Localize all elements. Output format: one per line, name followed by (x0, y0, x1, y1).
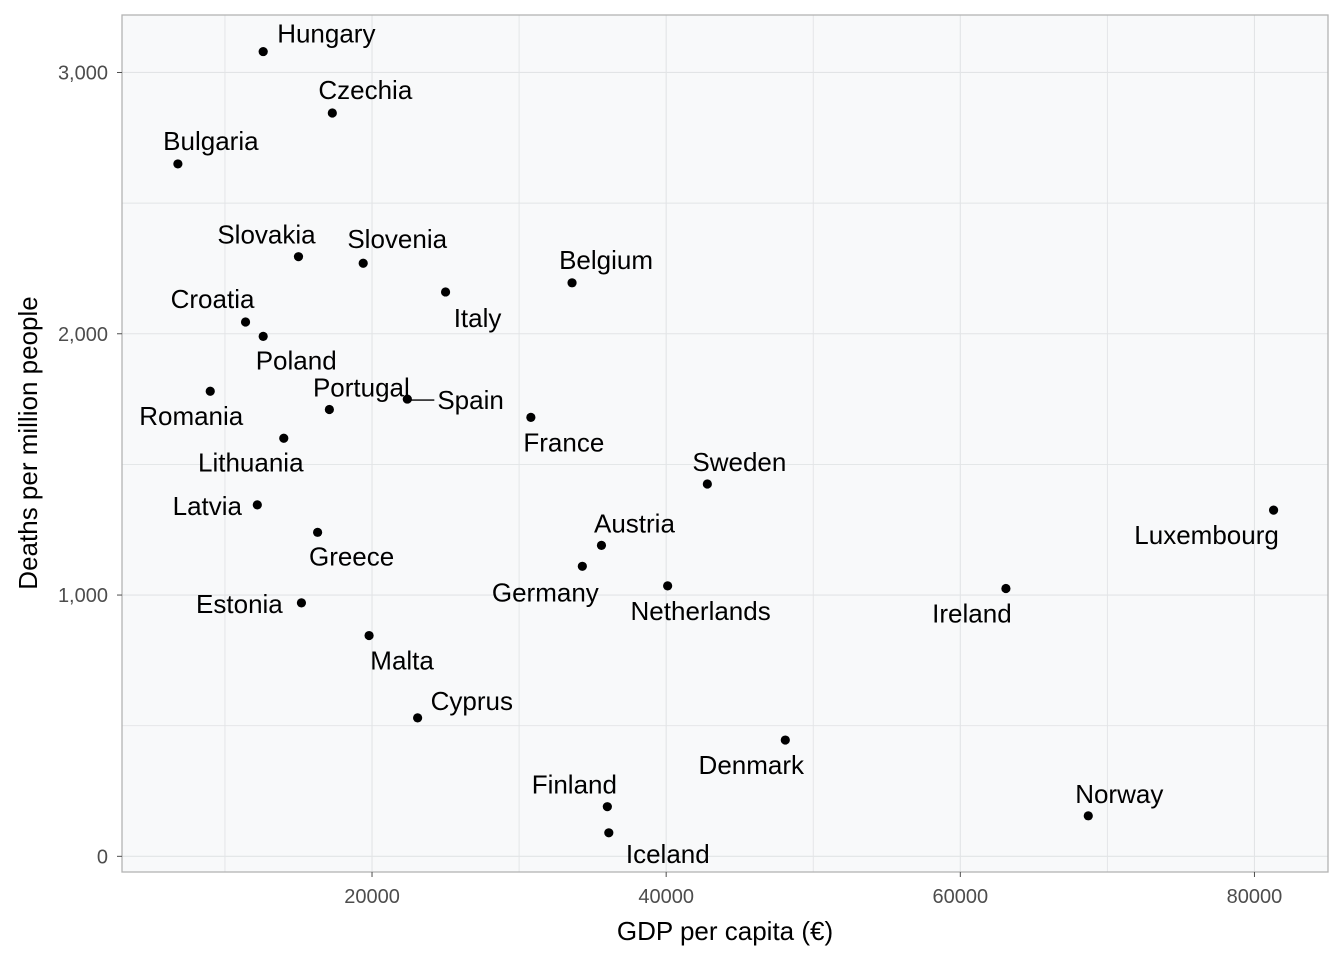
x-tick-label: 20000 (344, 886, 400, 908)
label-slovenia: Slovenia (347, 224, 447, 254)
point-germany (577, 561, 587, 571)
label-finland: Finland (532, 770, 617, 800)
point-sweden (702, 479, 712, 489)
point-austria (596, 540, 607, 550)
label-lithuania: Lithuania (198, 447, 304, 477)
label-belgium: Belgium (559, 245, 653, 275)
label-luxembourg: Luxembourg (1134, 520, 1279, 550)
label-germany: Germany (492, 577, 599, 607)
label-slovakia: Slovakia (217, 220, 316, 250)
point-spain (402, 394, 412, 404)
label-iceland: Iceland (626, 839, 710, 869)
point-belgium (567, 278, 577, 288)
point-iceland (604, 828, 614, 838)
y-tick-label: 0 (97, 846, 108, 868)
label-romania: Romania (139, 401, 244, 431)
point-labels: Hungary Czechia Bulgaria Slovakia Slovenia Be… (139, 19, 1279, 869)
label-malta: Malta (370, 646, 434, 676)
point-italy (440, 287, 451, 297)
point-ireland (1001, 583, 1011, 594)
point-greece (313, 527, 323, 537)
panel-border (121, 14, 1329, 873)
point-finland (602, 802, 612, 812)
point-estonia (296, 598, 307, 608)
x-tick-label: 60000 (933, 886, 989, 908)
label-sweden: Sweden (692, 447, 786, 477)
x-tick-label: 40000 (638, 886, 694, 908)
label-denmark: Denmark (699, 750, 805, 780)
point-portugal (324, 404, 334, 415)
x-tick-label: 80000 (1227, 886, 1283, 908)
point-romania (205, 386, 215, 396)
plot-panel (122, 15, 1328, 872)
label-austria: Austria (594, 508, 675, 538)
point-croatia (240, 317, 251, 327)
point-cyprus (413, 713, 423, 723)
point-luxembourg (1268, 505, 1279, 515)
point-slovakia (293, 252, 304, 262)
label-france: France (523, 427, 604, 457)
label-bulgaria: Bulgaria (163, 126, 259, 156)
y-tick-label: 3,000 (58, 62, 108, 84)
label-latvia: Latvia (173, 491, 243, 521)
x-axis-ticks: 20000 40000 60000 80000 (344, 872, 1282, 908)
point-lithuania (279, 433, 289, 443)
grid-lines (122, 15, 1328, 872)
point-poland (258, 331, 268, 341)
y-axis-ticks: 0 1,000 2,000 3,000 (58, 62, 122, 868)
x-axis-title: GDP per capita (€) (617, 916, 833, 946)
label-netherlands: Netherlands (631, 596, 771, 626)
point-netherlands (663, 581, 673, 591)
y-tick-label: 1,000 (58, 585, 108, 607)
point-slovenia (358, 258, 368, 268)
point-hungary (258, 46, 268, 57)
label-ireland: Ireland (932, 599, 1012, 629)
label-italy: Italy (454, 303, 502, 333)
y-axis-title: Deaths per million people (13, 296, 43, 589)
label-norway: Norway (1075, 779, 1163, 809)
label-spain: Spain (437, 385, 504, 415)
label-greece: Greece (309, 541, 394, 571)
point-bulgaria (173, 159, 183, 169)
label-portugal: Portugal (313, 373, 410, 403)
y-tick-label: 2,000 (58, 324, 108, 346)
point-malta (364, 630, 374, 641)
label-cyprus: Cyprus (431, 686, 513, 716)
point-norway (1083, 811, 1093, 821)
point-denmark (780, 735, 790, 745)
label-poland: Poland (256, 345, 337, 375)
point-latvia (252, 500, 262, 510)
label-hungary: Hungary (277, 19, 375, 49)
label-croatia: Croatia (171, 284, 255, 314)
data-points (173, 46, 1279, 838)
label-estonia: Estonia (196, 589, 283, 619)
label-czechia: Czechia (318, 75, 412, 105)
point-czechia (327, 108, 337, 118)
point-france (526, 412, 536, 422)
